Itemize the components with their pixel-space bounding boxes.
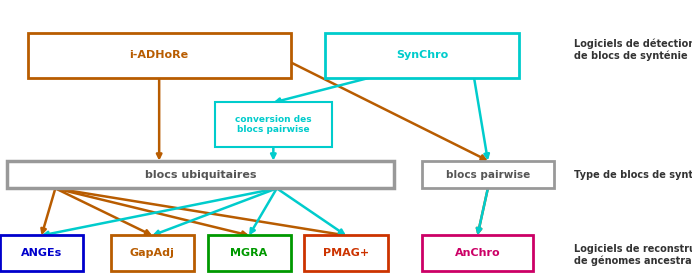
Text: AnChro: AnChro	[455, 248, 500, 258]
Text: conversion des
blocs pairwise: conversion des blocs pairwise	[235, 115, 311, 134]
FancyBboxPatch shape	[422, 235, 533, 271]
Text: i-ADHoRe: i-ADHoRe	[129, 50, 189, 60]
Text: GapAdj: GapAdj	[130, 248, 174, 258]
Text: MGRA: MGRA	[230, 248, 268, 258]
FancyBboxPatch shape	[422, 161, 554, 188]
Text: Logiciels de reconstruction
de génomes ancestraux: Logiciels de reconstruction de génomes a…	[574, 244, 692, 266]
FancyBboxPatch shape	[28, 33, 291, 78]
Text: Logiciels de détection
de blocs de synténie: Logiciels de détection de blocs de synté…	[574, 39, 692, 61]
Text: SynChro: SynChro	[396, 50, 448, 60]
FancyBboxPatch shape	[215, 102, 332, 147]
FancyBboxPatch shape	[111, 235, 194, 271]
Text: ANGEs: ANGEs	[21, 248, 62, 258]
FancyBboxPatch shape	[325, 33, 519, 78]
Text: Type de blocs de synténie: Type de blocs de synténie	[574, 169, 692, 180]
Text: blocs pairwise: blocs pairwise	[446, 170, 530, 179]
FancyBboxPatch shape	[304, 235, 388, 271]
FancyBboxPatch shape	[7, 161, 394, 188]
FancyBboxPatch shape	[208, 235, 291, 271]
Text: PMAG+: PMAG+	[323, 248, 369, 258]
FancyBboxPatch shape	[0, 235, 83, 271]
Text: blocs ubiquitaires: blocs ubiquitaires	[145, 170, 257, 179]
